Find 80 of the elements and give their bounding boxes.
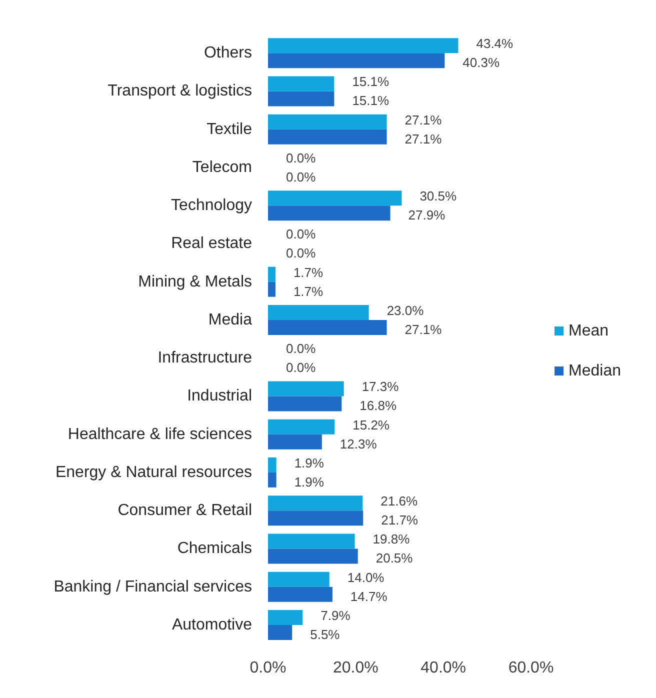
bar [268, 510, 364, 526]
bar [268, 586, 332, 602]
bar [268, 434, 322, 450]
y-tick-label: Transport & logistics [108, 82, 252, 100]
data-label: 1.7% [293, 264, 324, 280]
bar [268, 548, 358, 564]
bar [268, 304, 369, 320]
data-label: 14.0% [347, 570, 385, 585]
data-label: 15.2% [352, 417, 390, 432]
bar [268, 91, 334, 106]
data-label: 0.0% [286, 169, 316, 184]
bar [268, 396, 342, 412]
y-tick-label: Textile [206, 120, 252, 138]
bar [268, 53, 445, 68]
bar [268, 572, 330, 587]
data-label: 1.9% [294, 474, 324, 490]
y-tick-label: Real estate [171, 235, 252, 252]
data-label: 21.6% [380, 494, 418, 509]
data-label: 27.1% [404, 112, 442, 128]
data-label: 1.7% [293, 284, 324, 299]
data-label: 12.3% [340, 436, 378, 452]
y-tick-label: Consumer & Retail [118, 502, 252, 520]
y-tick-label: Energy & Natural resources [55, 464, 252, 481]
data-label: 0.0% [286, 360, 316, 376]
y-tick-label: Chemicals [177, 540, 252, 558]
x-tick-label: 0.0% [250, 660, 286, 676]
bar [268, 457, 276, 472]
data-label: 0.0% [286, 341, 316, 356]
bar [268, 206, 390, 221]
data-label: 27.9% [408, 208, 446, 223]
bar [268, 472, 276, 488]
data-label: 20.5% [376, 550, 414, 566]
y-tick-label: Automotive [172, 616, 252, 634]
data-label: 1.9% [294, 455, 324, 470]
y-tick-label: Infrastructure [158, 350, 252, 367]
bar [268, 129, 387, 144]
y-tick-label: Healthcare & life sciences [68, 426, 252, 443]
data-label: 0.0% [286, 246, 316, 261]
data-label: 17.3% [362, 379, 400, 394]
y-tick-label: Telecom [192, 158, 252, 176]
data-label: 43.4% [476, 36, 514, 52]
y-tick-label: Mining & Metals [138, 273, 252, 290]
bar [268, 266, 276, 282]
y-tick-label: Others [204, 44, 252, 62]
data-label: 19.8% [372, 532, 410, 547]
data-label: 40.3% [462, 55, 500, 70]
data-label: 0.0% [286, 226, 316, 242]
data-label: 27.1% [404, 131, 442, 146]
x-tick-label: 60.0% [508, 660, 554, 676]
data-label: 30.5% [420, 188, 457, 204]
data-label: 15.1% [352, 93, 390, 108]
legend-label: Median [568, 362, 622, 380]
y-tick-label: Media [208, 311, 252, 328]
x-tick-label: 40.0% [420, 660, 466, 676]
data-label: 23.0% [386, 302, 424, 318]
data-label: 0.0% [286, 150, 316, 166]
bar [268, 282, 276, 297]
data-label: 27.1% [404, 322, 442, 337]
data-label: 15.1% [352, 74, 390, 90]
bar [268, 190, 402, 206]
bar [268, 534, 355, 549]
bar [268, 38, 458, 54]
bar [268, 76, 334, 92]
bar [268, 419, 335, 434]
y-tick-label: Technology [171, 197, 252, 214]
data-label: 5.5% [310, 626, 340, 642]
y-tick-label: Banking / Financial services [54, 578, 252, 596]
legend-label: Mean [568, 322, 609, 340]
data-label: 14.7% [350, 588, 388, 604]
y-tick-label: Industrial [187, 388, 252, 405]
data-label: 21.7% [381, 512, 418, 528]
bar [268, 381, 344, 396]
bar [268, 496, 363, 511]
data-label: 16.8% [360, 398, 397, 414]
bar [268, 114, 387, 130]
bar [268, 320, 387, 335]
x-tick-label: 20.0% [332, 660, 378, 676]
data-label: 7.9% [320, 608, 351, 623]
bar [268, 624, 292, 640]
bar [268, 610, 303, 625]
